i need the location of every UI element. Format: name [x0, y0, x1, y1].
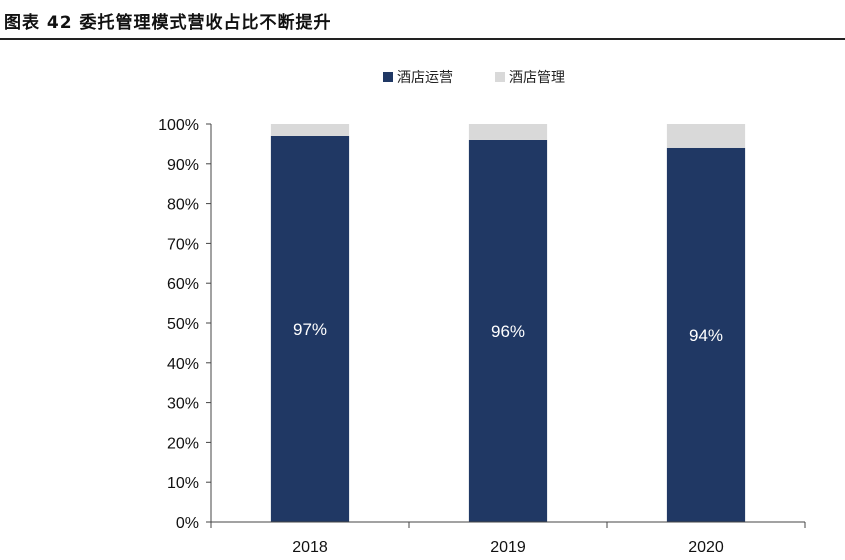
y-tick-label: 60% — [167, 276, 199, 293]
x-tick-label-2019: 2019 — [490, 539, 526, 556]
chart-title: 图表 42 委托管理模式营收占比不断提升 — [4, 13, 332, 33]
y-tick-label: 0% — [176, 515, 199, 532]
y-tick-label: 50% — [167, 316, 199, 333]
y-tick-label: 30% — [167, 396, 199, 413]
x-axis: 2018 2019 2020 — [210, 521, 806, 556]
y-tick-label: 100% — [158, 117, 199, 134]
legend-swatch-hotel-management — [495, 72, 505, 82]
legend-swatch-hotel-operation — [383, 72, 393, 82]
bar-2018-series-0 — [270, 135, 350, 522]
bars: 97% 96% 94% — [270, 124, 746, 523]
bar-2020-series-1 — [666, 124, 746, 148]
y-axis: 0% 10% 20% 30% 40% 50% 60% 70% 80% 90% 100% — [158, 117, 212, 532]
x-tick-label-2020: 2020 — [688, 539, 724, 556]
bar-data-label-2018: 97% — [293, 320, 327, 339]
bar-2018-series-1 — [270, 124, 350, 136]
bar-data-label-2020: 94% — [689, 326, 723, 345]
title-underline — [0, 38, 845, 40]
y-tick-label: 70% — [167, 236, 199, 253]
legend-label-hotel-management: 酒店管理 — [509, 70, 565, 86]
bar-2020-series-0 — [666, 147, 746, 522]
y-tick-label: 20% — [167, 435, 199, 452]
x-tick-label-2018: 2018 — [292, 539, 328, 556]
bar-data-label-2019: 96% — [491, 322, 525, 341]
legend: 酒店运营 酒店管理 — [383, 70, 565, 86]
y-tick-label: 10% — [167, 475, 199, 492]
bar-2019-series-1 — [468, 124, 548, 140]
legend-label-hotel-operation: 酒店运营 — [397, 70, 453, 86]
y-tick-label: 90% — [167, 157, 199, 174]
bar-2019-series-0 — [468, 139, 548, 523]
y-tick-label: 80% — [167, 197, 199, 214]
y-tick-label: 40% — [167, 356, 199, 373]
